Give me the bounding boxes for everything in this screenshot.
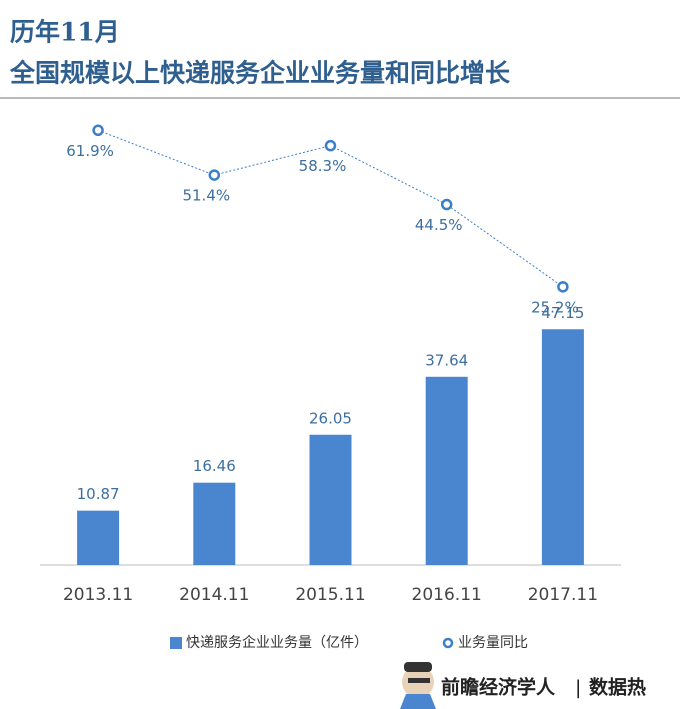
line-marker — [92, 124, 104, 137]
bar — [425, 376, 468, 565]
chart-subtitle: 全国规模以上快递服务企业业务量和同比增长 — [9, 59, 511, 88]
data-label: 58.3% — [299, 157, 347, 175]
data-label: 51.4% — [182, 187, 230, 205]
line-marker — [440, 198, 453, 211]
bar — [193, 482, 236, 565]
data-label: 25.2% — [531, 298, 579, 316]
legend-label: 快递服务企业业务量（亿件） — [186, 634, 368, 651]
legend-swatch — [442, 637, 454, 649]
bar — [541, 329, 584, 565]
x-tick-label: 2017.11 — [528, 585, 598, 605]
x-tick-label: 2014.11 — [179, 585, 249, 605]
footer-tag: 数据热 — [589, 676, 646, 699]
data-label: 10.87 — [77, 485, 120, 503]
data-label: 61.9% — [66, 142, 114, 160]
legend-label: 业务量同比 — [458, 635, 528, 651]
line-marker — [324, 139, 337, 152]
data-label: 16.46 — [193, 457, 236, 475]
x-tick-label: 2016.11 — [412, 585, 482, 605]
line-marker — [557, 281, 569, 293]
chart-title: 历年11月 — [10, 18, 120, 47]
bar — [77, 510, 120, 565]
x-tick-label: 2013.11 — [63, 585, 133, 605]
data-label: 47.15 — [541, 304, 584, 322]
data-label: 26.05 — [309, 409, 352, 427]
line-marker — [208, 169, 221, 181]
data-label: 37.64 — [425, 351, 468, 369]
x-tick-label: 2015.11 — [295, 585, 365, 605]
footer-logo — [400, 662, 436, 709]
bar — [309, 434, 352, 565]
footer-brand: 前瞻经济学人 — [441, 676, 556, 699]
legend-swatch — [170, 637, 182, 649]
line — [97, 129, 564, 288]
data-label: 44.5% — [415, 216, 463, 234]
footer-separator: | — [575, 677, 581, 699]
